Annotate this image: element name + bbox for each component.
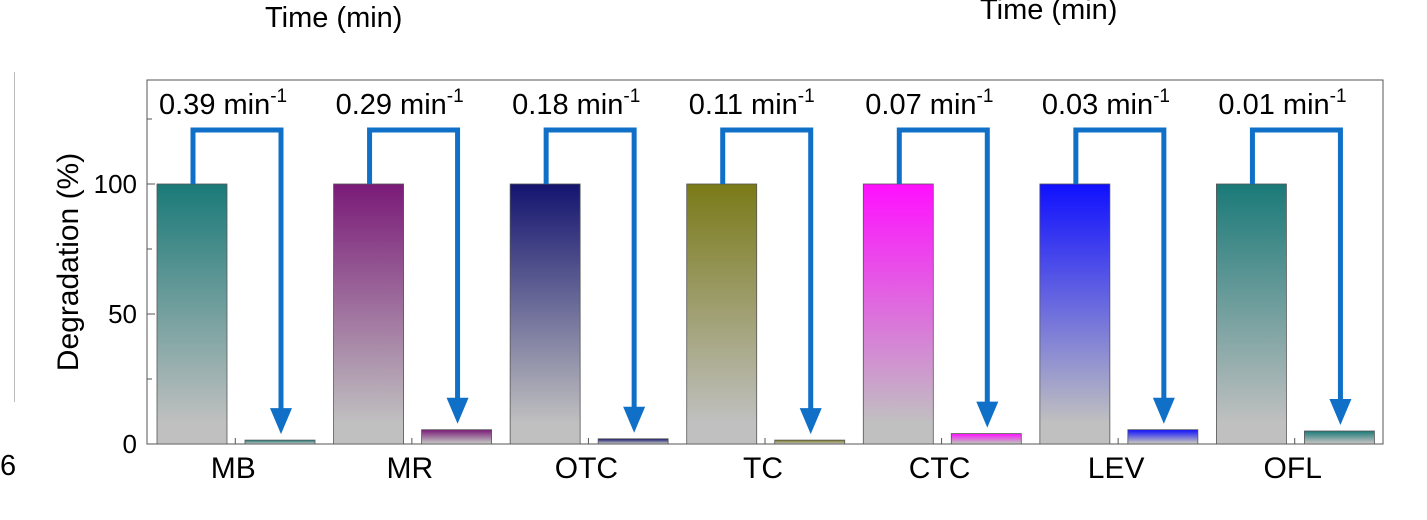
arrowhead-otc bbox=[623, 406, 646, 433]
bar-final-mb bbox=[244, 439, 316, 445]
rate-exponent: -1 bbox=[798, 86, 815, 107]
bar-final-otc bbox=[597, 438, 669, 445]
bar-initial-otc bbox=[509, 183, 581, 445]
arrow-ofl bbox=[1249, 127, 1343, 401]
bar-initial-ctc bbox=[862, 183, 934, 445]
arrowhead-ofl bbox=[1329, 399, 1352, 425]
cropped-time-label-right: Time (min) bbox=[980, 0, 1118, 26]
x-tick-label-tc: TC bbox=[743, 452, 783, 485]
arrow-tc bbox=[720, 127, 814, 411]
rate-exponent: -1 bbox=[270, 86, 287, 107]
bar-final-ofl bbox=[1304, 430, 1375, 445]
arrow-lev bbox=[1073, 127, 1167, 400]
x-tick-label-ctc: CTC bbox=[909, 452, 971, 485]
bar-final-tc bbox=[774, 439, 846, 445]
y-axis-title: Degradation (%) bbox=[52, 153, 85, 371]
arrowhead-mr bbox=[446, 397, 469, 424]
bars-layer bbox=[156, 183, 1375, 445]
rate-exponent: -1 bbox=[1153, 86, 1170, 107]
x-tick-label-lev: LEV bbox=[1088, 452, 1145, 485]
arrowhead-ctc bbox=[976, 401, 999, 428]
bar-initial-ofl bbox=[1216, 183, 1287, 445]
rate-exponent: -1 bbox=[623, 86, 640, 107]
rate-exponent: -1 bbox=[977, 86, 994, 107]
rate-label-otc: 0.18 min-1 bbox=[512, 86, 640, 121]
rate-label-mb: 0.39 min-1 bbox=[159, 86, 287, 121]
arrow-mb bbox=[190, 127, 284, 411]
rate-exponent: -1 bbox=[447, 86, 464, 107]
bar-initial-tc bbox=[686, 183, 758, 445]
rate-label-lev: 0.03 min-1 bbox=[1042, 86, 1170, 121]
arrow-ctc bbox=[896, 127, 990, 404]
plot-frame bbox=[146, 79, 1384, 445]
rate-label-mr: 0.29 min-1 bbox=[336, 86, 464, 121]
arrow-otc bbox=[543, 127, 637, 409]
bar-initial-mb bbox=[156, 183, 228, 445]
arrowhead-tc bbox=[799, 408, 822, 435]
bar-final-ctc bbox=[950, 433, 1022, 445]
rate-exponent: -1 bbox=[1330, 86, 1347, 107]
cropped-left-axis-line bbox=[14, 72, 15, 402]
y-tick-label-100: 100 bbox=[94, 169, 137, 199]
cropped-tick-label: 6 bbox=[0, 450, 17, 482]
rate-label-tc: 0.11 min-1 bbox=[689, 86, 815, 121]
x-tick-label-ofl: OFL bbox=[1264, 452, 1322, 485]
bar-initial-mr bbox=[333, 183, 404, 445]
x-tick-label-otc: OTC bbox=[555, 452, 618, 485]
bar-final-mr bbox=[421, 429, 492, 445]
bar-final-lev bbox=[1127, 429, 1199, 445]
arrows-layer: 0.39 min-1 0.29 min-1 0.18 min-1 0.11 min-1… bbox=[159, 86, 1352, 435]
axis-layer: MB MR OTC TC CTC LEV OFL 0 50 100 bbox=[94, 118, 1322, 485]
y-tick-label-0: 0 bbox=[123, 429, 137, 459]
bar-initial-lev bbox=[1039, 183, 1111, 445]
y-tick-label-50: 50 bbox=[108, 299, 137, 329]
x-tick-label-mb: MB bbox=[211, 452, 256, 485]
x-tick-label-mr: MR bbox=[387, 452, 434, 485]
rate-label-ofl: 0.01 min-1 bbox=[1218, 86, 1346, 121]
cropped-time-label-left: Time (min) bbox=[265, 2, 403, 34]
arrowhead-lev bbox=[1152, 397, 1175, 424]
arrow-mr bbox=[367, 127, 461, 400]
arrowhead-mb bbox=[270, 408, 292, 435]
rate-label-ctc: 0.07 min-1 bbox=[865, 86, 993, 121]
